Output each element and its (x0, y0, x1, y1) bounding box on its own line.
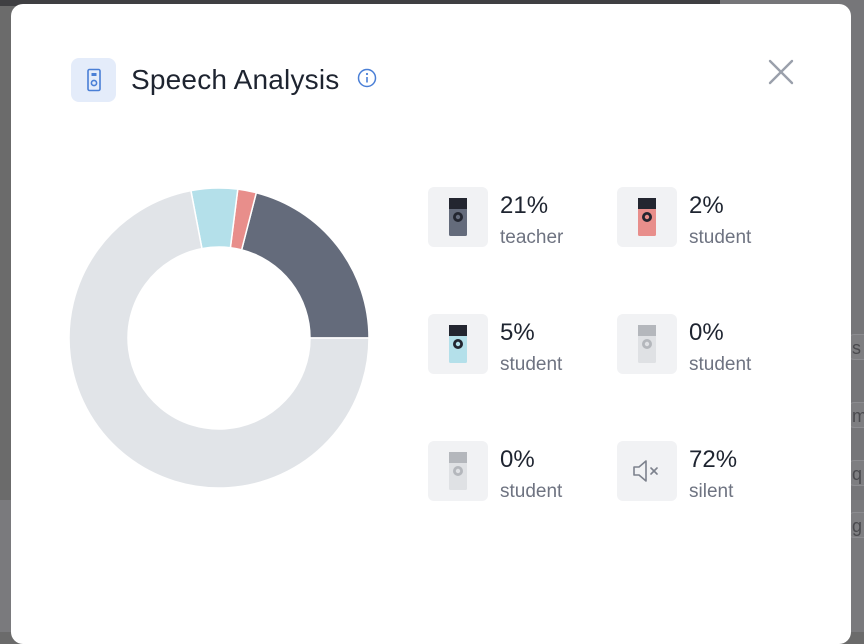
legend-percentage: 21% (500, 192, 549, 219)
speaker-device-icon (428, 441, 488, 501)
speech-analysis-modal: Speech Analysis 21% teacher (11, 4, 851, 644)
legend-item-student-blue: 5% student (428, 314, 608, 376)
legend-label: student (689, 227, 752, 248)
speaker-device-icon (428, 187, 488, 247)
speaker-device-icon (71, 58, 116, 102)
legend-item-teacher: 21% teacher (428, 187, 608, 249)
speech-donut-chart (69, 188, 369, 488)
background-page (0, 0, 864, 6)
muted-speaker-icon (617, 441, 677, 501)
background-text-fragment: m (848, 402, 864, 428)
legend-label: student (500, 354, 563, 375)
donut-slice-silent[interactable] (69, 189, 369, 488)
legend-label: student (500, 481, 563, 502)
close-button[interactable] (763, 54, 799, 90)
legend-label: teacher (500, 227, 564, 248)
legend-item-silent: 72% silent (617, 441, 797, 503)
speaker-device-icon (617, 187, 677, 247)
legend-percentage: 2% (689, 192, 724, 219)
speaker-device-icon (617, 314, 677, 374)
legend-percentage: 0% (689, 319, 724, 346)
legend-label: silent (689, 481, 734, 502)
legend-item-student-grey: 0% student (428, 441, 608, 503)
info-icon[interactable] (357, 68, 377, 88)
legend-item-student-red: 2% student (617, 187, 797, 249)
donut-slice-teacher[interactable] (240, 191, 369, 339)
legend-percentage: 0% (500, 446, 535, 473)
legend-label: student (689, 354, 752, 375)
legend-percentage: 5% (500, 319, 535, 346)
modal-title: Speech Analysis (131, 64, 340, 95)
speaker-device-icon (428, 314, 488, 374)
legend-percentage: 72% (689, 446, 738, 473)
legend-item-student-grey: 0% student (617, 314, 797, 376)
close-icon (768, 59, 794, 85)
